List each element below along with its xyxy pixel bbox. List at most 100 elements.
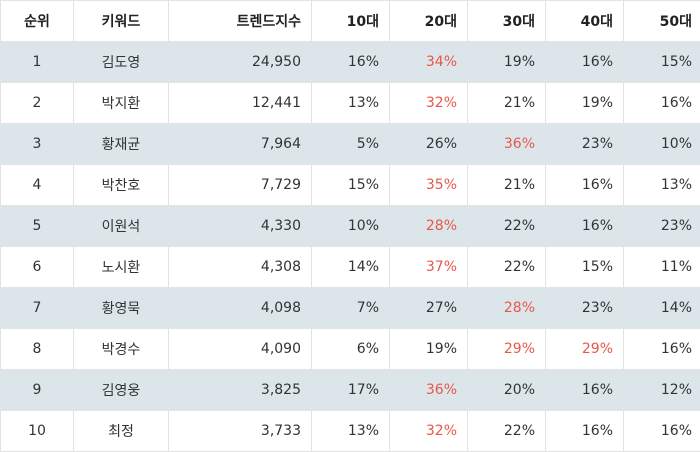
age-10s-cell: 16%: [311, 41, 390, 83]
age-20s-cell: 26%: [389, 123, 468, 165]
age-10s-cell: 5%: [311, 123, 390, 165]
age-20s-cell: 32%: [389, 410, 468, 452]
age-40s-cell: 23%: [545, 123, 624, 165]
age-30s-cell: 21%: [467, 82, 546, 124]
trend-index-cell: 7,964: [168, 123, 312, 165]
keyword-cell[interactable]: 황영묵: [73, 287, 169, 329]
age-40s-cell: 16%: [545, 41, 624, 83]
age-20s-cell: 28%: [389, 205, 468, 247]
keyword-cell[interactable]: 박경수: [73, 328, 169, 370]
trend-index-cell: 4,330: [168, 205, 312, 247]
rank-cell: 8: [0, 328, 74, 370]
table-row: 2 박지환 12,441 13% 32% 21% 19% 16%: [0, 82, 700, 124]
age-40s-cell: 16%: [545, 410, 624, 452]
age-20s-cell: 27%: [389, 287, 468, 329]
keyword-cell[interactable]: 김도영: [73, 41, 169, 83]
keyword-cell[interactable]: 노시환: [73, 246, 169, 288]
table-row: 1 김도영 24,950 16% 34% 19% 16% 15%: [0, 41, 700, 83]
age-50s-cell: 16%: [623, 82, 700, 124]
age-50s-cell: 11%: [623, 246, 700, 288]
age-50s-cell: 12%: [623, 369, 700, 411]
keyword-cell[interactable]: 최정: [73, 410, 169, 452]
age-50s-cell: 15%: [623, 41, 700, 83]
table-row: 8 박경수 4,090 6% 19% 29% 29% 16%: [0, 328, 700, 370]
keyword-cell[interactable]: 황재균: [73, 123, 169, 165]
keyword-cell[interactable]: 박찬호: [73, 164, 169, 206]
age-40s-cell: 19%: [545, 82, 624, 124]
age-40s-cell: 29%: [545, 328, 624, 370]
rank-cell: 6: [0, 246, 74, 288]
age-10s-cell: 15%: [311, 164, 390, 206]
trend-index-cell: 3,825: [168, 369, 312, 411]
age-50s-cell: 10%: [623, 123, 700, 165]
age-20s-cell: 37%: [389, 246, 468, 288]
rank-cell: 7: [0, 287, 74, 329]
rank-cell: 5: [0, 205, 74, 247]
age-20s-cell: 34%: [389, 41, 468, 83]
age-20s-cell: 32%: [389, 82, 468, 124]
rank-cell: 3: [0, 123, 74, 165]
age-40s-cell: 16%: [545, 164, 624, 206]
trend-index-cell: 4,308: [168, 246, 312, 288]
age-50s-cell: 16%: [623, 410, 700, 452]
table-row: 6 노시환 4,308 14% 37% 22% 15% 11%: [0, 246, 700, 288]
age-10s-cell: 14%: [311, 246, 390, 288]
age-40s-cell: 16%: [545, 205, 624, 247]
age-30s-cell: 22%: [467, 410, 546, 452]
trend-index-cell: 3,733: [168, 410, 312, 452]
age-50s-cell: 16%: [623, 328, 700, 370]
trend-index-cell: 12,441: [168, 82, 312, 124]
rank-cell: 9: [0, 369, 74, 411]
header-trend-index[interactable]: 트렌드지수: [168, 0, 312, 42]
header-age-50s[interactable]: 50대: [623, 0, 700, 42]
rank-cell: 4: [0, 164, 74, 206]
age-50s-cell: 23%: [623, 205, 700, 247]
age-40s-cell: 16%: [545, 369, 624, 411]
age-10s-cell: 17%: [311, 369, 390, 411]
table-row: 3 황재균 7,964 5% 26% 36% 23% 10%: [0, 123, 700, 165]
age-30s-cell: 20%: [467, 369, 546, 411]
trend-index-cell: 24,950: [168, 41, 312, 83]
age-30s-cell: 19%: [467, 41, 546, 83]
table-header-row: 순위 키워드 트렌드지수 10대 20대 30대 40대 50대: [0, 0, 700, 42]
age-20s-cell: 35%: [389, 164, 468, 206]
header-age-20s[interactable]: 20대: [389, 0, 468, 42]
age-10s-cell: 6%: [311, 328, 390, 370]
rank-cell: 10: [0, 410, 74, 452]
age-30s-cell: 36%: [467, 123, 546, 165]
table-row: 10 최정 3,733 13% 32% 22% 16% 16%: [0, 410, 700, 452]
rank-cell: 1: [0, 41, 74, 83]
age-30s-cell: 21%: [467, 164, 546, 206]
age-40s-cell: 15%: [545, 246, 624, 288]
age-40s-cell: 23%: [545, 287, 624, 329]
age-50s-cell: 13%: [623, 164, 700, 206]
age-30s-cell: 28%: [467, 287, 546, 329]
age-30s-cell: 29%: [467, 328, 546, 370]
header-age-10s[interactable]: 10대: [311, 0, 390, 42]
trend-index-cell: 4,090: [168, 328, 312, 370]
table-row: 9 김영웅 3,825 17% 36% 20% 16% 12%: [0, 369, 700, 411]
header-keyword[interactable]: 키워드: [73, 0, 169, 42]
trend-index-cell: 7,729: [168, 164, 312, 206]
keyword-cell[interactable]: 이원석: [73, 205, 169, 247]
age-30s-cell: 22%: [467, 205, 546, 247]
keyword-cell[interactable]: 박지환: [73, 82, 169, 124]
table-row: 7 황영묵 4,098 7% 27% 28% 23% 14%: [0, 287, 700, 329]
rank-cell: 2: [0, 82, 74, 124]
trend-index-cell: 4,098: [168, 287, 312, 329]
age-10s-cell: 7%: [311, 287, 390, 329]
table-row: 4 박찬호 7,729 15% 35% 21% 16% 13%: [0, 164, 700, 206]
age-10s-cell: 13%: [311, 82, 390, 124]
age-20s-cell: 36%: [389, 369, 468, 411]
age-50s-cell: 14%: [623, 287, 700, 329]
age-20s-cell: 19%: [389, 328, 468, 370]
keyword-cell[interactable]: 김영웅: [73, 369, 169, 411]
header-rank[interactable]: 순위: [0, 0, 74, 42]
age-10s-cell: 10%: [311, 205, 390, 247]
table-row: 5 이원석 4,330 10% 28% 22% 16% 23%: [0, 205, 700, 247]
header-age-30s[interactable]: 30대: [467, 0, 546, 42]
age-10s-cell: 13%: [311, 410, 390, 452]
age-30s-cell: 22%: [467, 246, 546, 288]
header-age-40s[interactable]: 40대: [545, 0, 624, 42]
